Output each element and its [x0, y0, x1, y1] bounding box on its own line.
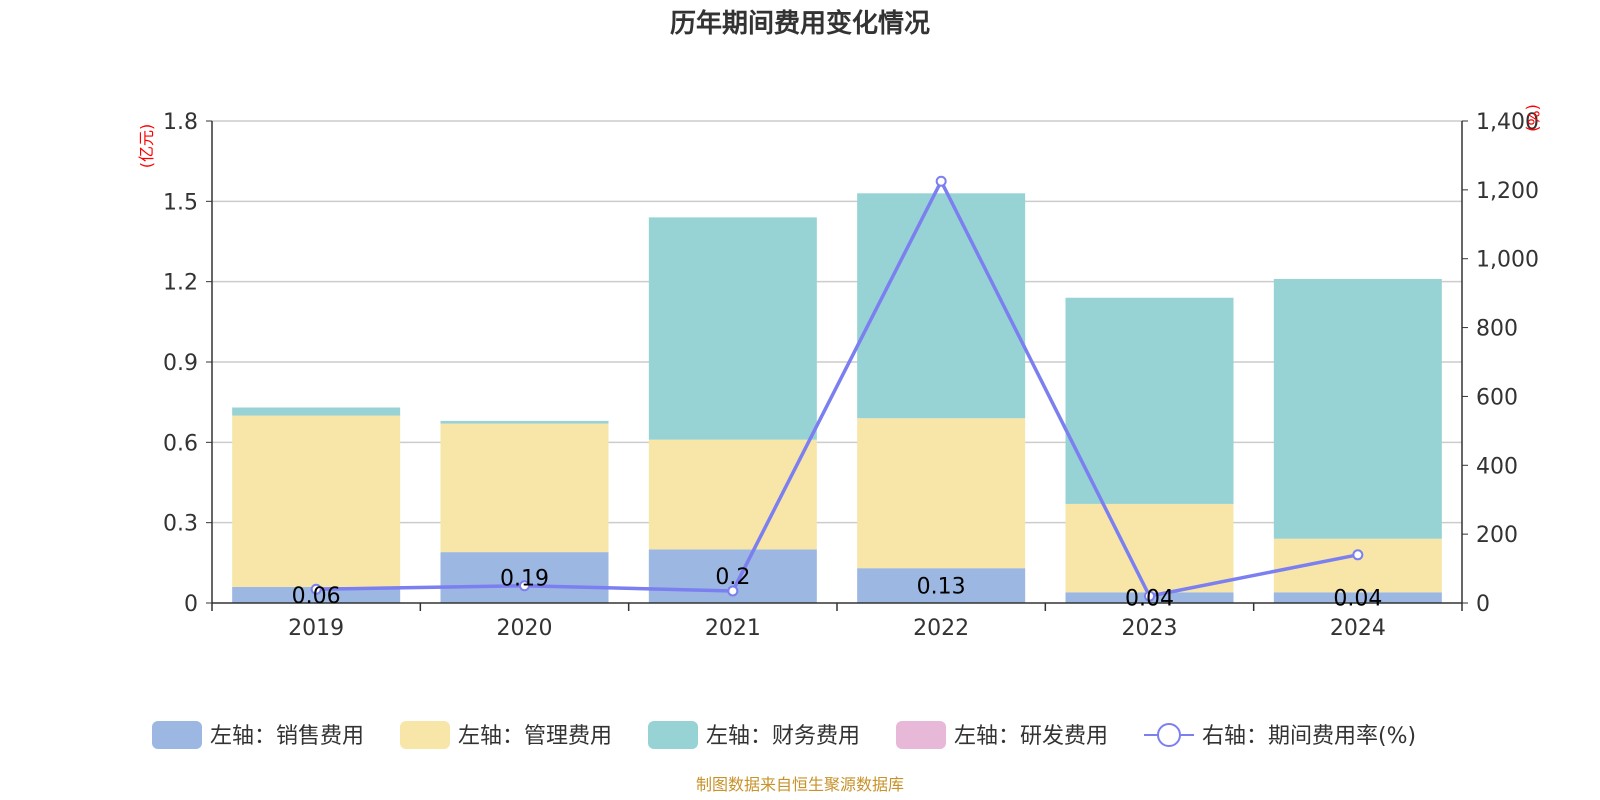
x-axis-tick-label: 2021 — [705, 616, 761, 641]
bar-segment — [1273, 592, 1442, 603]
legend-swatch — [152, 721, 202, 749]
legend-label: 左轴：财务费用 — [706, 724, 860, 749]
x-axis-tick-label: 2023 — [1122, 616, 1178, 641]
bar-segment — [232, 586, 401, 603]
legend-label: 左轴：研发费用 — [954, 724, 1108, 749]
legend-swatch — [400, 721, 450, 749]
bar-data-label: 0.19 — [500, 567, 549, 592]
line-point — [727, 585, 739, 597]
bar-segment — [440, 552, 609, 603]
line-point — [519, 580, 530, 592]
bar-segment — [440, 423, 609, 553]
left-axis-unit: (亿元) — [137, 124, 156, 169]
bar-segment — [648, 439, 817, 550]
right-axis-unit: (%) — [1524, 104, 1543, 132]
right-axis-tick-label: 1,200 — [1476, 179, 1539, 204]
bar-segment — [232, 415, 401, 587]
right-axis-tick-label: 0 — [1476, 592, 1490, 617]
right-axis-tick-label: 1,000 — [1476, 248, 1539, 273]
bar-segment — [1273, 278, 1442, 539]
line-point — [935, 175, 947, 187]
legend-marker — [1157, 723, 1181, 747]
bar-data-label: 0.06 — [292, 584, 341, 609]
legend-swatch — [896, 721, 946, 749]
bar-data-label: 0.04 — [1333, 587, 1382, 612]
line-point — [1144, 590, 1155, 602]
legend-label: 左轴：管理费用 — [458, 724, 612, 749]
left-axis-tick-label: 1.5 — [163, 190, 198, 215]
line-series — [310, 175, 1364, 602]
left-axis-tick-label: 0 — [184, 592, 198, 617]
right-axis-tick-label: 600 — [1476, 385, 1518, 410]
right-axis-tick-label: 400 — [1476, 454, 1518, 479]
x-axis-tick-label: 2020 — [497, 616, 553, 641]
x-axis-tick-label: 2022 — [913, 616, 969, 641]
bar-data-label: 0.04 — [1125, 587, 1174, 612]
legend: 左轴：销售费用 左轴：管理费用 左轴：财务费用 左轴：研发费用 右轴：期间费用率(%) — [152, 721, 1416, 749]
legend-swatch — [648, 721, 698, 749]
data-labels: 0.06 0.19 0.2 0.13 0.04 0.04 — [292, 565, 1383, 611]
bar-segment — [857, 568, 1026, 603]
bar-segment — [440, 420, 609, 424]
line-point — [1352, 549, 1364, 561]
legend-label: 左轴：销售费用 — [210, 724, 364, 749]
bar-segment — [1065, 297, 1234, 504]
bar-segment — [857, 418, 1026, 569]
bar-data-label: 0.13 — [917, 575, 966, 600]
right-axis-tick-label: 800 — [1476, 317, 1518, 342]
bar-segment — [232, 407, 401, 416]
right-axis-tick-label: 1,400 — [1476, 110, 1539, 135]
bar-series — [232, 193, 1442, 603]
left-axis-tick-label: 0.9 — [163, 351, 198, 376]
x-axis-tick-label: 2024 — [1330, 616, 1386, 641]
bar-segment — [648, 217, 817, 440]
left-axis-tick-label: 0.3 — [163, 512, 198, 537]
bar-data-label: 0.2 — [715, 565, 750, 590]
chart-title: 历年期间费用变化情况 — [670, 8, 930, 39]
line-series-path — [316, 177, 1359, 599]
bar-segment — [857, 193, 1026, 419]
right-axis-tick-label: 200 — [1476, 523, 1518, 548]
line-point — [310, 583, 322, 595]
left-axis-tick-label: 1.2 — [163, 271, 198, 296]
left-axis-tick-label: 1.8 — [163, 110, 198, 135]
legend-label: 右轴：期间费用率(%) — [1202, 724, 1416, 749]
source-note: 制图数据来自恒生聚源数据库 — [696, 775, 904, 794]
axes: 0 0.3 0.6 0.9 1.2 1.5 1.8 0 200 400 600 800 1,000 1,2… — [163, 110, 1539, 641]
left-axis-tick-label: 0.6 — [163, 431, 198, 456]
gridlines — [212, 120, 1462, 524]
x-axis-tick-label: 2019 — [288, 616, 344, 641]
bar-segment — [1065, 503, 1234, 593]
